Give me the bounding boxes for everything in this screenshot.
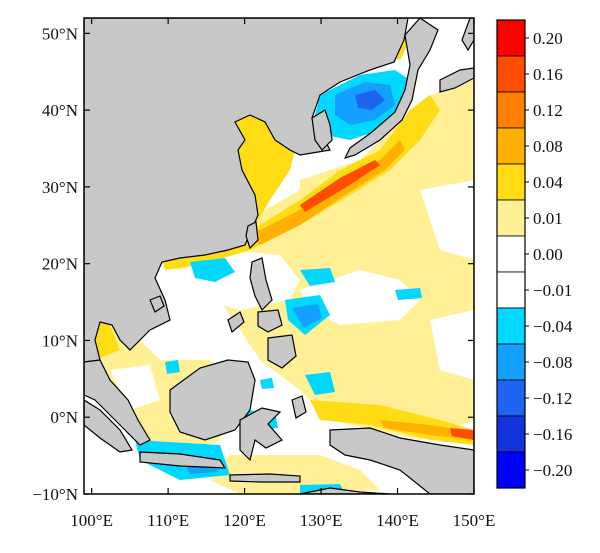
- colorbar-swatch: [496, 235, 526, 273]
- y-tick-label: 50°N: [42, 24, 78, 43]
- colorbar-swatch: [496, 379, 526, 417]
- x-tick-label: 150°E: [453, 511, 496, 530]
- colorbar-label: 0.00: [533, 245, 563, 264]
- land-lesser-sunda: [229, 473, 301, 483]
- y-tick-label: 40°N: [42, 101, 78, 120]
- anomaly-field-red: [300, 160, 474, 440]
- land-borneo: [169, 359, 256, 441]
- land-philippines-visayas: [257, 309, 283, 333]
- land-taiwan: [245, 221, 259, 250]
- x-tick-label: 130°E: [300, 511, 343, 530]
- y-tick-label: 0°N: [50, 408, 78, 427]
- x-axis: 100°E 110°E 120°E 130°E 140°E 150°E: [70, 18, 495, 530]
- x-tick-label: 140°E: [376, 511, 419, 530]
- y-axis: 50°N 40°N 30°N 20°N 10°N 0°N −10°N: [32, 24, 474, 504]
- y-tick-label: 10°N: [42, 331, 78, 350]
- x-tick-label: 100°E: [70, 511, 113, 530]
- land-mindanao: [267, 334, 297, 369]
- colorbar-label: −0.16: [533, 425, 572, 444]
- colorbar-label: −0.08: [533, 353, 572, 372]
- colorbar-label: 0.08: [533, 137, 563, 156]
- land-palawan: [227, 311, 245, 334]
- colorbar: 0.20 0.16 0.12 0.08 0.04 0.01 0.00 −0.01 −0.04 −0…: [496, 19, 573, 489]
- colorbar-label: 0.16: [533, 65, 563, 84]
- land-hainan: [149, 295, 165, 313]
- plot-frame: [83, 17, 475, 495]
- y-tick-label: −10°N: [32, 485, 78, 504]
- colorbar-swatch: [496, 271, 526, 309]
- colorbar-swatch: [496, 307, 526, 345]
- colorbar-swatch: [496, 415, 526, 453]
- land-mass: [84, 18, 474, 494]
- y-tick-label: 30°N: [42, 178, 78, 197]
- x-tick-label: 110°E: [147, 511, 189, 530]
- colorbar-swatch: [496, 163, 526, 201]
- colorbar-swatch: [496, 19, 526, 57]
- colorbar-swatch: [496, 91, 526, 129]
- colorbar-label: 0.01: [533, 209, 563, 228]
- colorbar-swatch: [496, 55, 526, 93]
- land-australia: [299, 487, 391, 494]
- land-java: [139, 451, 227, 469]
- land-sakhalin: [461, 18, 474, 52]
- colorbar-frame: [496, 19, 526, 489]
- land-new-guinea: [329, 427, 474, 494]
- colorbar-label: −0.04: [533, 317, 573, 336]
- land-korea: [311, 109, 333, 151]
- colorbar-label: 0.20: [533, 29, 563, 48]
- land-philippines-luzon: [249, 257, 273, 312]
- land-halmahera: [291, 395, 307, 419]
- colorbar-swatch: [496, 127, 526, 165]
- map-plot-area: [84, 18, 474, 494]
- colorbar-label: −0.20: [533, 461, 572, 480]
- colorbar-swatch: [496, 451, 526, 489]
- colorbar-label: −0.01: [533, 281, 572, 300]
- land-asia-mainland: [84, 18, 409, 363]
- anomaly-field-neutral: [110, 180, 474, 410]
- land-sulawesi: [239, 407, 283, 462]
- land-japan: [343, 18, 439, 159]
- colorbar-label: 0.12: [533, 101, 563, 120]
- land-hokkaido: [439, 67, 474, 93]
- land-indochina: [84, 359, 151, 446]
- land-sumatra: [84, 399, 133, 453]
- colorbar-swatch: [496, 343, 526, 381]
- y-tick-label: 20°N: [42, 255, 78, 274]
- x-tick-label: 120°E: [223, 511, 266, 530]
- colorbar-label: 0.04: [533, 173, 563, 192]
- colorbar-label: −0.12: [533, 389, 572, 408]
- colorbar-swatch: [496, 199, 526, 237]
